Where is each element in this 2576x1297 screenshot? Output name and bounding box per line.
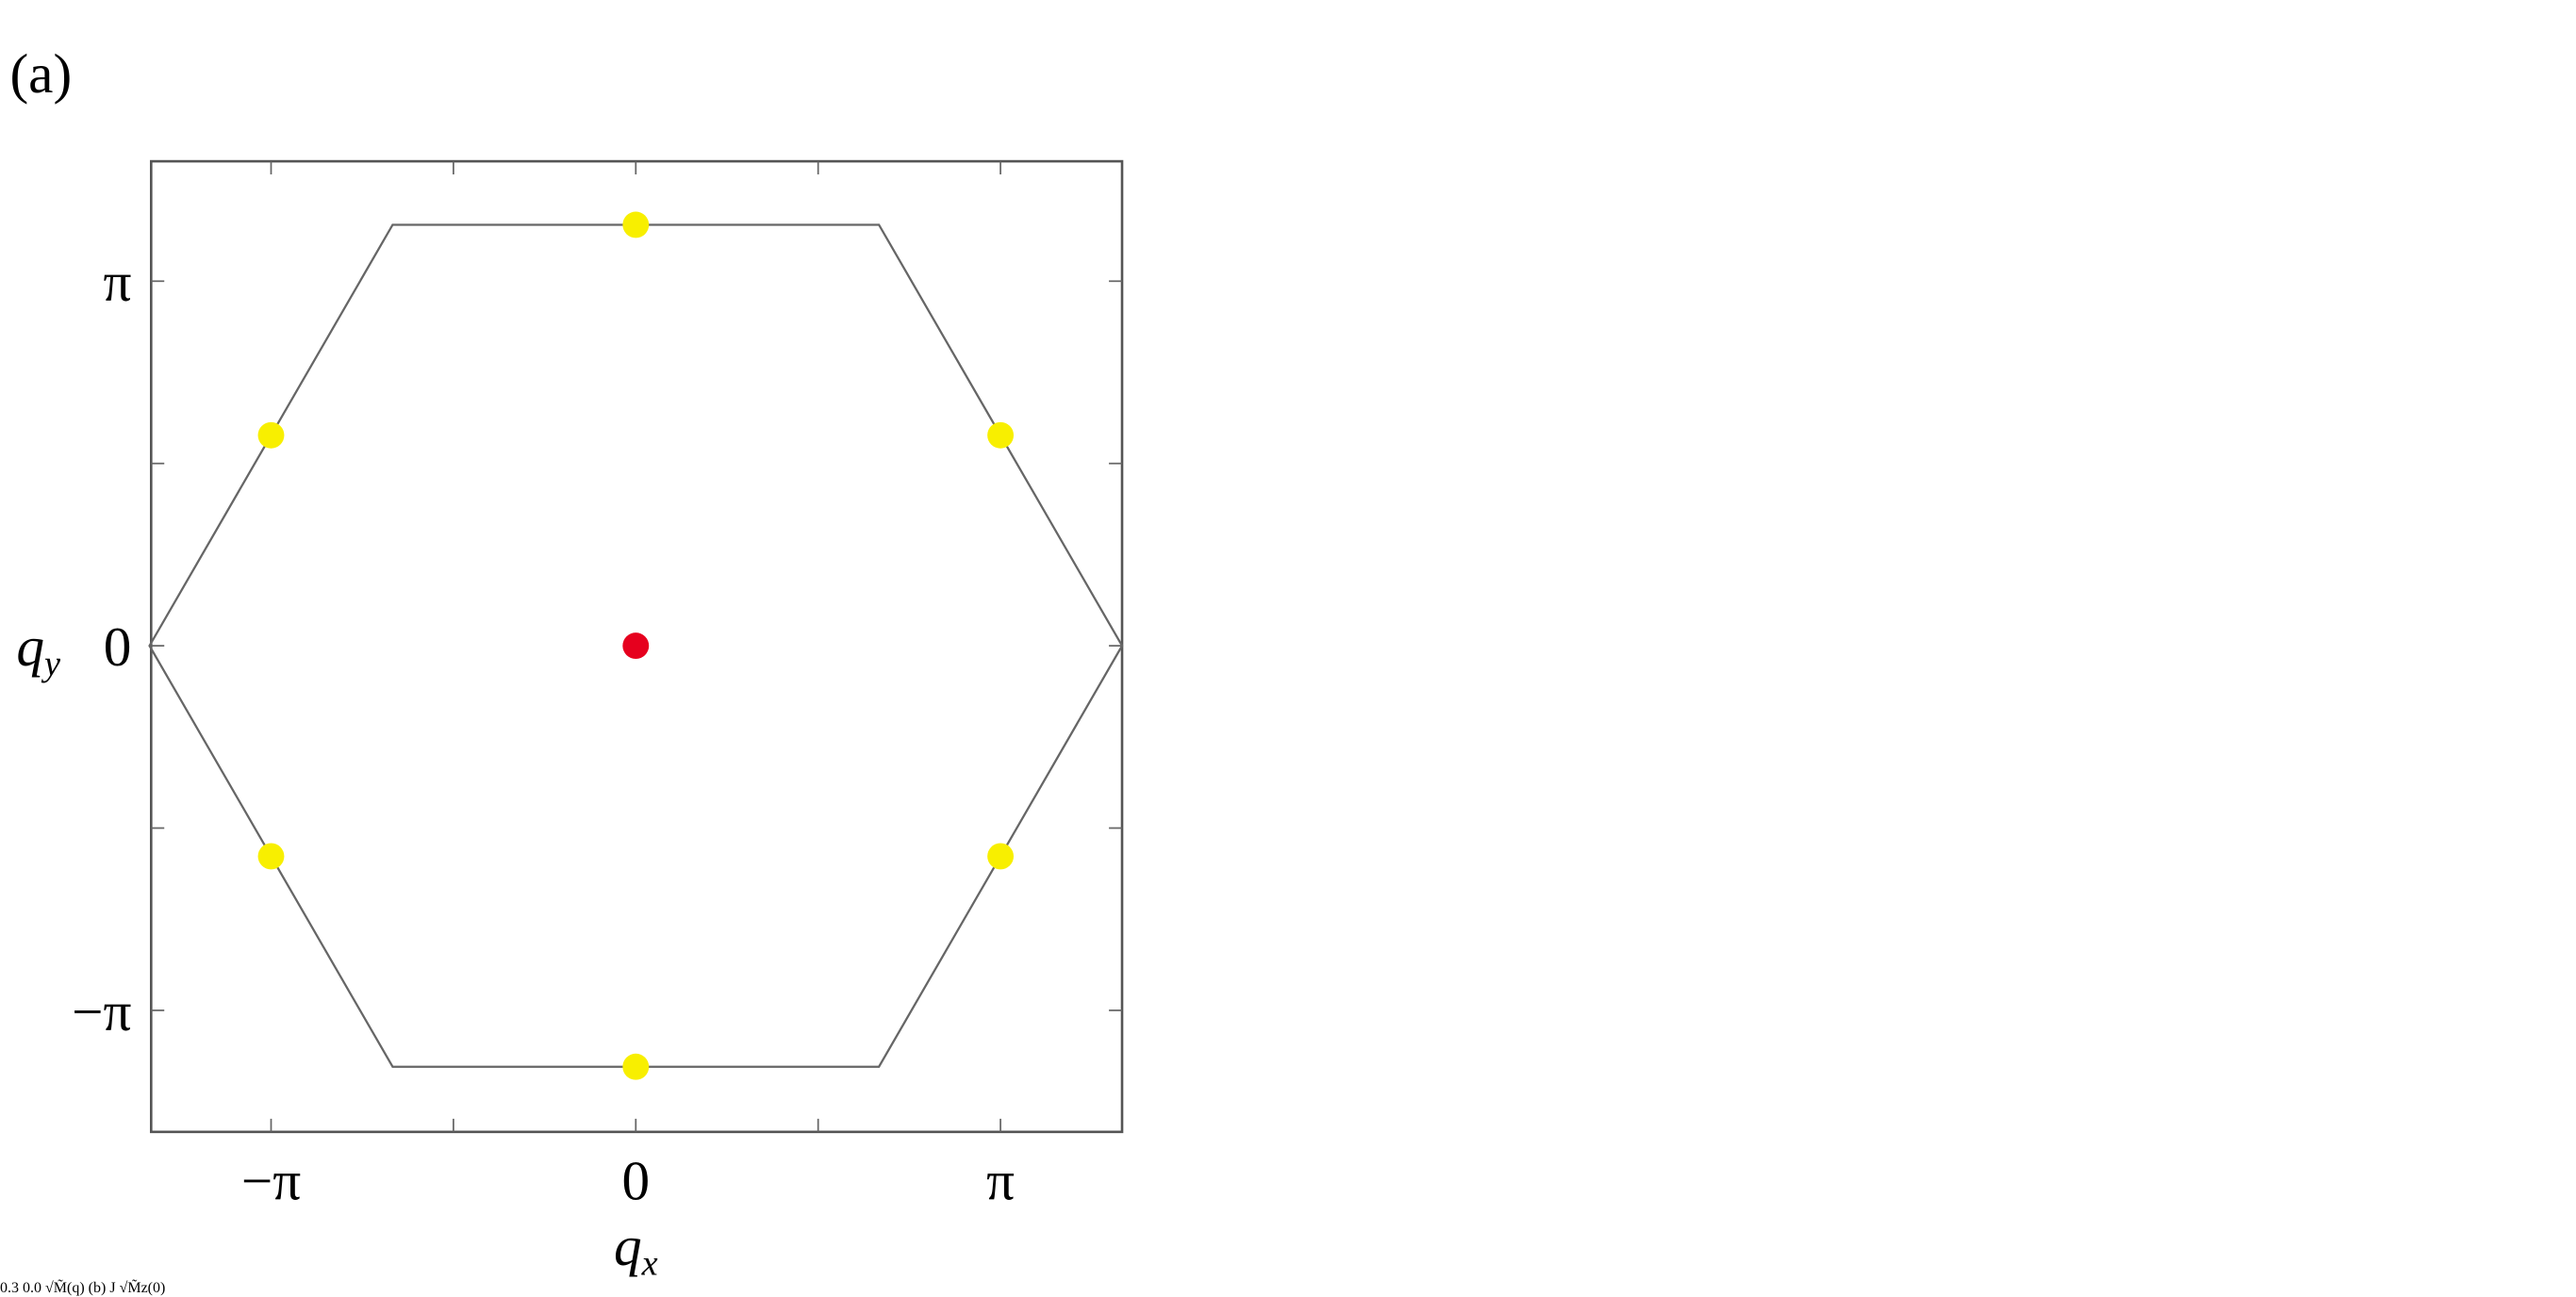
q-point [987, 421, 1015, 449]
y-tick-label-a: −π [72, 980, 131, 1043]
q-point [257, 421, 285, 449]
y-axis-label-a: qy [16, 616, 61, 683]
colorbar-min-label: 0.0 [23, 1280, 41, 1296]
y-tick-label-a: 0 [104, 616, 132, 678]
panel-a: (a) −π 0 π π 0 −π qx qy [9, 42, 1124, 1280]
panel-b: (b) 0123450.00.10.20.30.4 J √M̃z(0) [89, 1280, 166, 1296]
panel-a-ticks [151, 161, 1123, 1132]
q-point [987, 843, 1015, 870]
y-axis-label-b: √M̃z(0) [119, 1280, 166, 1296]
q-point [257, 843, 285, 870]
y-tick-label-a: π [103, 251, 131, 313]
panel-b-label: (b) [88, 1280, 107, 1296]
x-tick-label-a: π [986, 1149, 1015, 1211]
x-tick-label-a: 0 [621, 1149, 650, 1211]
brillouin-zone-hexagon [148, 223, 1124, 1068]
colorbar-max-label: 0.3 [0, 1280, 19, 1296]
q-point [622, 211, 650, 238]
colorbar: 0.3 0.0 √M̃(q) [0, 1280, 89, 1296]
x-axis-label-a: qx [614, 1215, 658, 1280]
q-point [622, 1053, 650, 1080]
panel-a-points [257, 211, 1015, 1080]
q-point [622, 632, 650, 660]
panel-a-label: (a) [9, 42, 72, 105]
colorbar-title: √M̃(q) [45, 1280, 85, 1296]
x-axis-label-b: J [109, 1280, 116, 1296]
x-tick-label-a: −π [241, 1149, 301, 1211]
